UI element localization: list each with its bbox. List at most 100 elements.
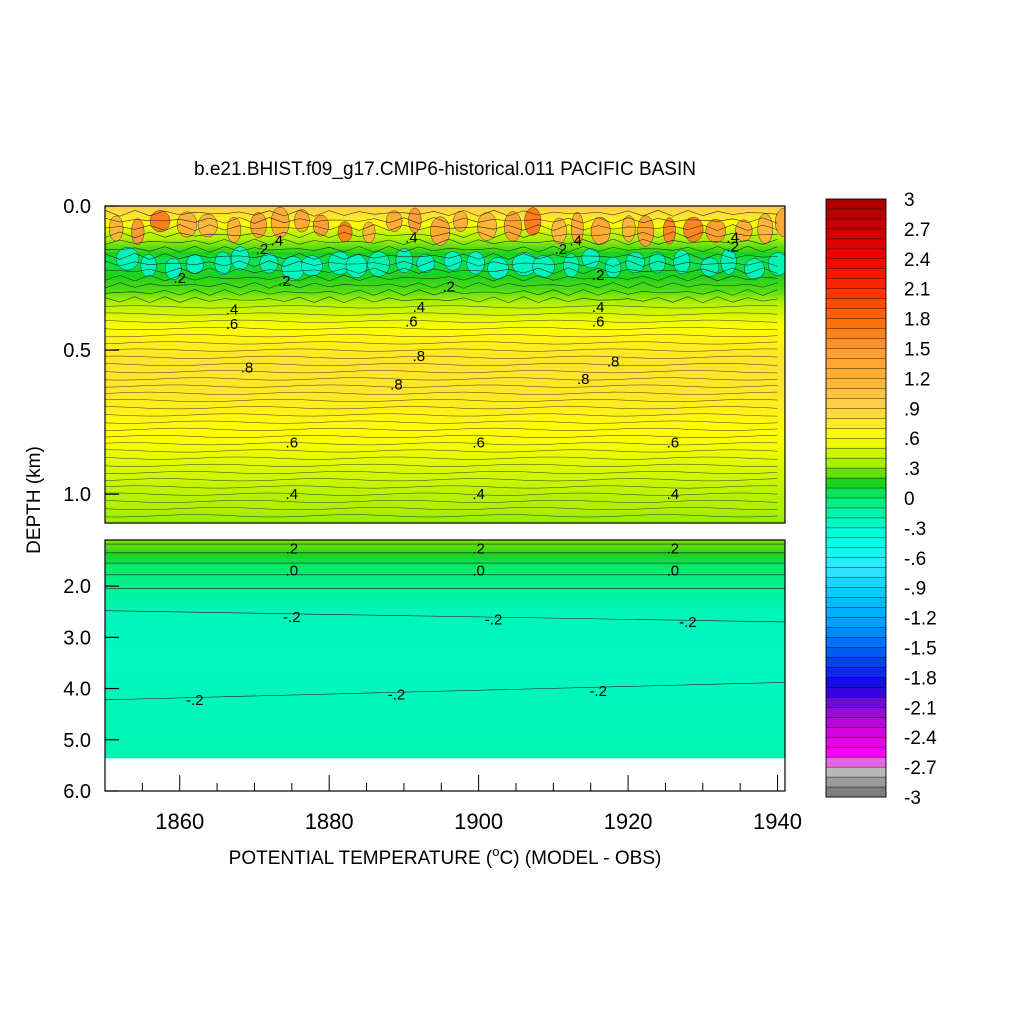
subsurface-cell bbox=[345, 254, 368, 278]
upper-contour-line bbox=[105, 370, 778, 374]
lower-fill-band bbox=[105, 566, 785, 570]
subsurface-cell bbox=[767, 252, 785, 276]
upper-contour-line bbox=[105, 224, 778, 231]
contour-label: .2 bbox=[256, 241, 269, 258]
upper-contour-line bbox=[105, 312, 778, 316]
lower-fill-band bbox=[105, 658, 785, 662]
colorbar-swatch bbox=[825, 587, 887, 599]
upper-fill-band bbox=[105, 355, 785, 360]
lower-fill-band bbox=[105, 644, 785, 648]
colorbar-swatch bbox=[825, 238, 887, 250]
upper-contour-line bbox=[105, 435, 778, 438]
surface-cell bbox=[176, 211, 198, 238]
surface-cell bbox=[705, 218, 726, 243]
contour-label: .6 bbox=[226, 316, 239, 333]
contour-label: .4 bbox=[667, 486, 680, 503]
colorbar: 3 2.7 2.4 2.1 1.8 1.5 1.2 .9 .6 .3 0 -.3 -.6 -.9 -1.2 -… bbox=[825, 190, 937, 809]
subsurface-cell bbox=[791, 252, 814, 274]
upper-fill-band bbox=[105, 321, 785, 325]
upper-contour-line bbox=[105, 334, 778, 338]
upper-fill-band bbox=[105, 243, 785, 247]
colorbar-label: -.3 bbox=[904, 519, 926, 540]
upper-fill-band bbox=[105, 433, 785, 438]
upper-fill-band bbox=[105, 468, 785, 472]
upper-fill-band bbox=[105, 502, 785, 507]
upper-fill-band bbox=[105, 252, 785, 256]
contour-label: .2 bbox=[278, 273, 291, 290]
contour-label: .4 bbox=[570, 233, 583, 250]
upper-fill-band bbox=[105, 309, 785, 314]
upper-fill-band bbox=[105, 436, 785, 441]
lower-fill-band bbox=[105, 573, 785, 577]
colorbar-swatch bbox=[825, 667, 887, 678]
lower-fill-band bbox=[105, 735, 785, 739]
contour-label: .4 bbox=[226, 302, 239, 319]
x-tick-label: 1920 bbox=[604, 809, 653, 834]
surface-cell bbox=[131, 218, 145, 245]
contour-label: .2 bbox=[555, 241, 568, 258]
colorbar-swatch bbox=[825, 368, 887, 379]
surface-cell bbox=[430, 216, 451, 246]
upper-contour-line bbox=[105, 485, 778, 489]
upper-contour-line bbox=[105, 413, 778, 417]
y-tick-label: 3.0 bbox=[63, 627, 91, 649]
lower-fill-band bbox=[105, 585, 785, 589]
lower-fill-band bbox=[105, 583, 785, 587]
lower-fill-band bbox=[105, 656, 785, 660]
colorbar-swatch bbox=[825, 208, 887, 220]
upper-fill-band bbox=[105, 367, 785, 371]
upper-fill-band bbox=[105, 249, 785, 253]
lower-fill-band bbox=[105, 622, 785, 626]
upper-fill-band bbox=[105, 292, 785, 296]
upper-contour-line bbox=[105, 442, 778, 446]
lower-fill-band bbox=[105, 731, 785, 735]
upper-fill-band bbox=[105, 269, 785, 273]
lower-contour-line bbox=[105, 610, 785, 623]
colorbar-swatch bbox=[825, 567, 887, 579]
upper-contour-line bbox=[105, 260, 778, 267]
upper-contour-line bbox=[105, 514, 778, 518]
lower-fill-band bbox=[105, 704, 785, 708]
upper-fill-band bbox=[105, 517, 785, 521]
subsurface-cell bbox=[214, 251, 232, 275]
lower-fill-band bbox=[105, 733, 785, 737]
colorbar-swatch bbox=[825, 228, 887, 240]
lower-fill-band bbox=[105, 648, 785, 652]
lower-fill-band bbox=[105, 540, 785, 544]
y-tick-label: 5.0 bbox=[63, 730, 91, 752]
colorbar-swatch bbox=[825, 428, 887, 439]
contour-label: .6 bbox=[286, 434, 299, 451]
upper-fill-band bbox=[105, 482, 785, 487]
upper-contour-line bbox=[105, 507, 778, 511]
upper-contour-line bbox=[105, 391, 778, 395]
upper-contour-line bbox=[105, 209, 778, 217]
contour-label: -.2 bbox=[186, 692, 204, 709]
colorbar-swatch bbox=[825, 288, 887, 300]
y-axis-label: DEPTH (km) bbox=[24, 446, 45, 554]
lower-fill-band bbox=[105, 694, 785, 698]
lower-fill-band bbox=[105, 680, 785, 684]
colorbar-label: .6 bbox=[904, 429, 920, 450]
upper-fill-band bbox=[105, 485, 785, 490]
upper-fill-band bbox=[105, 211, 785, 216]
upper-contour-line bbox=[105, 420, 778, 424]
colorbar-swatch bbox=[825, 537, 887, 549]
colorbar-swatch bbox=[825, 338, 887, 349]
upper-fill-band bbox=[105, 298, 785, 302]
colorbar-swatch bbox=[825, 697, 887, 708]
contour-label: .4 bbox=[286, 486, 299, 503]
upper-fill-band bbox=[105, 381, 785, 386]
colorbar-label: -2.7 bbox=[904, 758, 937, 779]
lower-fill-band bbox=[105, 639, 785, 643]
upper-fill-band bbox=[105, 407, 785, 412]
upper-fill-band bbox=[105, 505, 785, 510]
colorbar-swatch bbox=[825, 597, 887, 609]
colorbar-swatch bbox=[825, 418, 887, 429]
lower-fill-band bbox=[105, 653, 785, 657]
colorbar-swatch bbox=[825, 627, 887, 639]
lower-fill-band bbox=[105, 631, 785, 635]
upper-fill-band bbox=[105, 479, 785, 484]
contour-label: .4 bbox=[405, 230, 418, 247]
lower-fill-band bbox=[105, 581, 785, 585]
colorbar-swatch bbox=[825, 517, 887, 529]
